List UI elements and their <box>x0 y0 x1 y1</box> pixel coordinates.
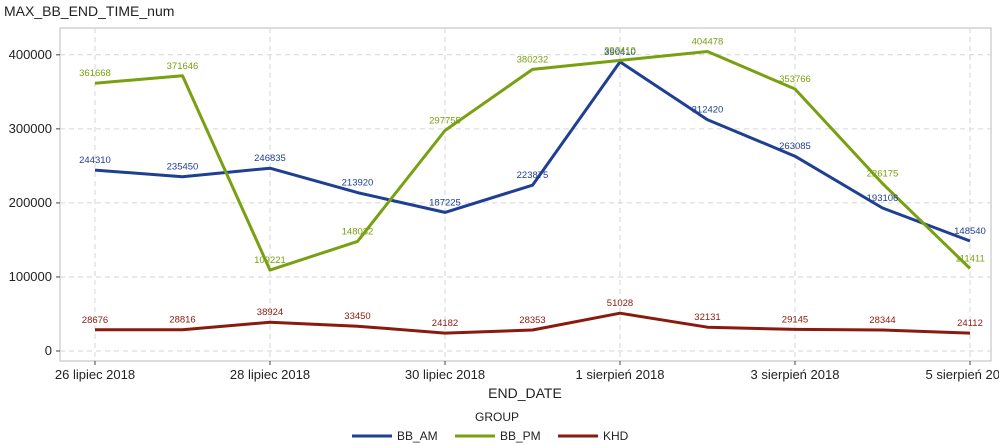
data-label: 109221 <box>254 255 286 266</box>
data-label: 404478 <box>692 36 724 47</box>
legend-label: BB_PM <box>500 429 541 443</box>
data-label: 38924 <box>257 307 283 318</box>
data-label: 312420 <box>692 105 724 116</box>
data-label: 371646 <box>167 61 199 72</box>
data-label: 111411 <box>955 254 985 265</box>
data-label: 226175 <box>867 169 899 180</box>
x-tick-label: 26 lipiec 2018 <box>55 367 135 382</box>
x-tick-label: 3 sierpień 2018 <box>751 367 840 382</box>
data-label: 353766 <box>779 74 811 85</box>
data-label: 246835 <box>254 153 286 164</box>
series-line-bb-am <box>94 60 971 243</box>
data-label: 28344 <box>869 315 895 326</box>
gridlines <box>59 27 992 362</box>
series-line-bb-pm <box>94 50 972 272</box>
data-label: 28353 <box>519 315 545 326</box>
x-tick-label: 28 lipiec 2018 <box>230 367 310 382</box>
legend: BB_AM BB_PM KHD <box>352 429 629 443</box>
legend-title: GROUP <box>475 410 519 424</box>
data-label: 263085 <box>779 141 811 152</box>
data-label: 223875 <box>517 170 549 181</box>
y-tick-label: 200000 <box>9 195 52 210</box>
series-lines <box>94 50 972 335</box>
data-label: 297755 <box>429 116 461 127</box>
x-tick-label: 30 lipiec 2018 <box>405 367 485 382</box>
x-axis-title: END_DATE <box>488 385 562 401</box>
data-label: 28676 <box>82 315 108 326</box>
data-label: 24112 <box>957 318 983 329</box>
plot-area <box>60 28 991 361</box>
data-label: 33450 <box>344 311 370 322</box>
data-label: 193106 <box>867 193 899 204</box>
y-axis-title: MAX_BB_END_TIME_num <box>4 3 174 19</box>
data-label: 390410 <box>604 47 636 58</box>
legend-label: KHD <box>603 429 629 443</box>
data-label: 148540 <box>954 226 986 237</box>
legend-item-bb-pm: BB_PM <box>455 429 541 443</box>
plot-border <box>59 27 992 362</box>
data-label: 392410 <box>604 45 636 56</box>
data-label: 51028 <box>607 298 633 309</box>
data-label: 244310 <box>79 155 111 166</box>
data-label: 380232 <box>517 54 549 65</box>
data-label: 148032 <box>342 226 374 237</box>
y-tick-label: 100000 <box>9 269 52 284</box>
data-label: 24182 <box>432 318 458 329</box>
x-tick-label: 5 sierpień 2018 <box>926 367 999 382</box>
data-label: 28816 <box>169 315 195 326</box>
y-tick-label: 300000 <box>9 121 52 136</box>
data-label: 187225 <box>429 197 461 208</box>
x-axis: 26 lipiec 2018 28 lipiec 2018 30 lipiec 20… <box>55 361 999 382</box>
data-label: 235450 <box>167 162 199 173</box>
x-tick-label: 1 sierpień 2018 <box>576 367 665 382</box>
data-label: 29145 <box>782 314 808 325</box>
data-label: 361668 <box>79 68 111 79</box>
y-tick-label: 0 <box>45 343 52 358</box>
data-label: 32131 <box>694 312 720 323</box>
legend-item-khd: KHD <box>558 429 629 443</box>
y-axis: 0 100000 200000 300000 400000 <box>9 47 60 358</box>
legend-item-bb-am: BB_AM <box>352 429 438 443</box>
y-tick-label: 400000 <box>9 47 52 62</box>
data-labels: 244310 235450 246835 213920 187225 223875 3904… <box>79 36 986 329</box>
series-line-khd <box>94 311 971 335</box>
legend-label: BB_AM <box>397 429 438 443</box>
data-label: 213920 <box>342 178 374 189</box>
